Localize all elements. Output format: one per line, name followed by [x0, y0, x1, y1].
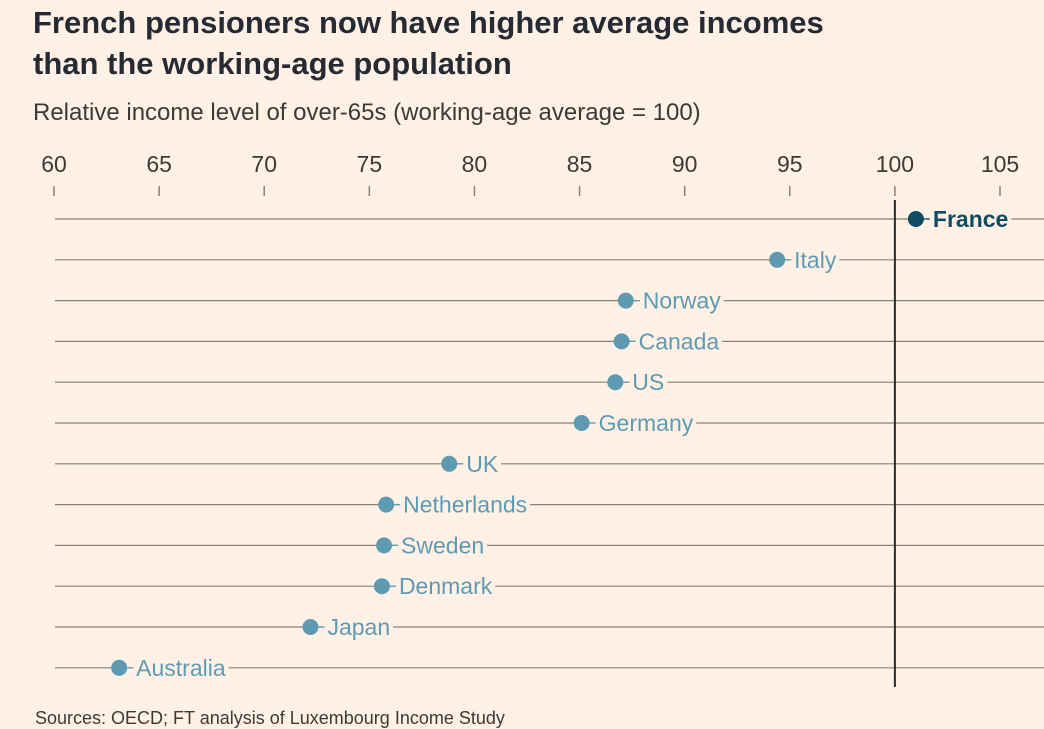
- point-label-bg-denmark: [395, 573, 496, 600]
- point-label-bg-uk: [463, 450, 502, 477]
- x-tick-label-80: 80: [462, 151, 488, 177]
- data-point-australia: [111, 659, 128, 676]
- point-label-canada: Canada: [639, 328, 720, 354]
- x-tick-label-65: 65: [146, 151, 172, 177]
- point-label-bg-italy: [791, 246, 840, 273]
- data-point-uk: [441, 455, 458, 472]
- x-tick-label-70: 70: [251, 151, 277, 177]
- data-point-netherlands: [378, 496, 395, 513]
- data-point-denmark: [373, 578, 390, 595]
- point-label-germany: Germany: [599, 410, 694, 436]
- point-label-japan: Japan: [327, 614, 390, 640]
- point-label-france: France: [933, 206, 1008, 232]
- x-tick-label-90: 90: [672, 151, 698, 177]
- point-label-uk: UK: [466, 451, 499, 477]
- point-label-bg-japan: [324, 614, 394, 640]
- x-tick-label-105: 105: [981, 151, 1019, 177]
- x-tick-label-95: 95: [777, 151, 803, 177]
- data-point-japan: [302, 619, 319, 635]
- title-line-1: French pensioners now have higher averag…: [33, 5, 824, 40]
- chart-title: French pensioners now have higher averag…: [33, 2, 1013, 84]
- point-label-us: US: [632, 369, 664, 395]
- x-tick-label-85: 85: [567, 151, 593, 177]
- point-label-sweden: Sweden: [401, 532, 484, 558]
- x-tick-label-75: 75: [357, 151, 383, 177]
- data-point-germany: [573, 415, 590, 431]
- chart-subtitle: Relative income level of over-65s (worki…: [33, 99, 701, 126]
- data-point-france: [907, 211, 924, 227]
- data-point-canada: [613, 333, 630, 350]
- point-label-bg-canada: [635, 328, 723, 355]
- point-label-australia: Australia: [136, 655, 226, 681]
- title-line-2: than the working-age population: [33, 46, 512, 81]
- point-label-bg-norway: [639, 287, 724, 314]
- point-label-bg-netherlands: [400, 491, 531, 518]
- data-point-norway: [617, 292, 634, 309]
- point-label-bg-australia: [133, 654, 229, 681]
- source-note: Sources: OECD; FT analysis of Luxembourg…: [35, 708, 505, 728]
- point-label-bg-germany: [595, 410, 697, 436]
- point-label-bg-sweden: [398, 532, 488, 559]
- point-label-norway: Norway: [643, 288, 721, 314]
- category-rows: France Italy Norway Canada US Germany UK Nether…: [55, 206, 1044, 681]
- x-tick-label-60: 60: [41, 151, 67, 177]
- x-axis-ticks: 60 65 70 75 80 85 90 95 100 105: [41, 151, 1019, 196]
- data-point-sweden: [376, 537, 393, 554]
- data-point-italy: [769, 251, 786, 268]
- point-label-italy: Italy: [794, 247, 837, 273]
- point-label-netherlands: Netherlands: [403, 492, 527, 518]
- data-point-us: [607, 374, 624, 391]
- point-label-bg-us: [629, 369, 668, 396]
- x-tick-label-100: 100: [876, 151, 914, 177]
- point-label-bg-france: [929, 206, 1012, 232]
- point-label-denmark: Denmark: [399, 573, 493, 599]
